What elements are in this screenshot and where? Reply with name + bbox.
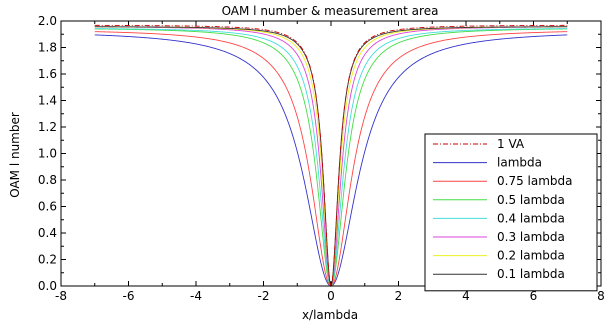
x-tick-label: 6: [530, 289, 538, 303]
y-tick-label: 1.2: [38, 120, 57, 134]
x-tick-label: -6: [123, 289, 135, 303]
x-tick-label: 2: [395, 289, 403, 303]
legend-label: 1 VA: [497, 137, 525, 151]
legend-label: 0.2 lambda: [497, 249, 565, 263]
y-tick-label: 1.4: [38, 94, 57, 108]
y-tick-label: 0.2: [38, 253, 57, 267]
x-tick-label: -4: [190, 289, 202, 303]
legend-label: 0.1 lambda: [497, 267, 565, 281]
y-tick-label: 1.6: [38, 67, 57, 81]
y-tick-label: 0.0: [38, 279, 57, 293]
y-axis-label: OAM l number: [8, 112, 22, 198]
y-tick-label: 0.6: [38, 200, 57, 214]
x-tick-label: 0: [327, 289, 335, 303]
x-tick-label: -8: [55, 289, 67, 303]
y-tick-label: 1.8: [38, 41, 57, 55]
y-tick-label: 0.4: [38, 226, 57, 240]
legend-label: 0.5 lambda: [497, 193, 565, 207]
legend-label: 0.4 lambda: [497, 211, 565, 225]
legend-label: lambda: [497, 156, 542, 170]
y-axis: 0.0 0.2 0.4 0.6 0.8 1.0 1.2 1.4 1.6 1.8 2.0: [38, 14, 601, 293]
legend-label: 0.3 lambda: [497, 230, 565, 244]
y-tick-label: 2.0: [38, 14, 57, 28]
x-tick-label: -2: [258, 289, 270, 303]
x-axis-label: x/lambda: [302, 308, 358, 322]
x-tick-label: 4: [462, 289, 470, 303]
legend: 1 VA lambda 0.75 lambda 0.5 lambda 0.4 lambd…: [424, 133, 598, 292]
y-tick-label: 1.0: [38, 147, 57, 161]
x-tick-label: 8: [597, 289, 605, 303]
y-tick-label: 0.8: [38, 173, 57, 187]
plot-frame: [60, 20, 602, 287]
legend-label: 0.75 lambda: [497, 174, 573, 188]
chart-title: OAM l number & measurement area: [222, 4, 439, 18]
legend-box: [424, 133, 598, 292]
